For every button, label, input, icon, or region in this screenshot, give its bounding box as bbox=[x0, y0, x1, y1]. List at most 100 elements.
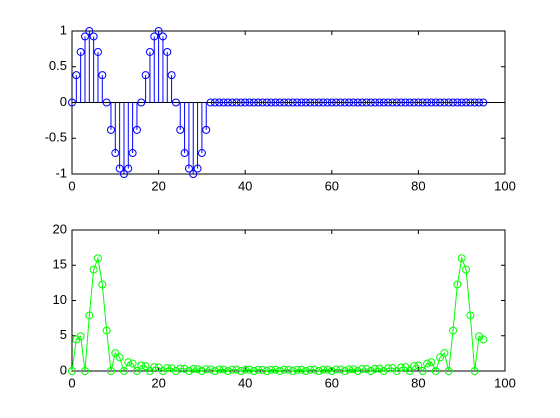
marker bbox=[228, 365, 237, 374]
stem-marker bbox=[158, 32, 167, 41]
marker bbox=[176, 364, 185, 373]
stem-marker bbox=[93, 47, 102, 56]
stem-marker bbox=[306, 98, 315, 107]
stem-marker bbox=[314, 98, 323, 107]
y-tick-label: 15 bbox=[53, 257, 67, 272]
stem-marker bbox=[384, 98, 393, 107]
marker bbox=[349, 365, 358, 374]
y-tick-label: 0 bbox=[60, 94, 67, 109]
x-tick-label: 0 bbox=[68, 375, 75, 390]
stem-marker bbox=[262, 98, 271, 107]
marker bbox=[423, 359, 432, 368]
marker bbox=[80, 367, 89, 375]
stem-marker bbox=[371, 98, 380, 107]
marker bbox=[453, 280, 462, 289]
stem-marker bbox=[436, 98, 445, 107]
x-tick-label: 100 bbox=[494, 178, 516, 193]
stem-marker bbox=[189, 170, 198, 178]
stem-marker bbox=[254, 98, 263, 107]
marker bbox=[210, 367, 219, 375]
marker bbox=[111, 349, 120, 358]
marker bbox=[280, 365, 289, 374]
stem-marker bbox=[245, 98, 254, 107]
x-tick-label: 60 bbox=[325, 375, 339, 390]
marker bbox=[245, 365, 254, 374]
stem-marker bbox=[301, 98, 310, 107]
marker bbox=[128, 359, 137, 368]
y-tick-label: 1 bbox=[60, 22, 67, 37]
stem-marker bbox=[293, 98, 302, 107]
marker bbox=[267, 365, 276, 374]
marker bbox=[132, 367, 141, 375]
stem-marker bbox=[163, 47, 172, 56]
stem-marker bbox=[327, 98, 336, 107]
marker bbox=[293, 365, 302, 374]
stem-marker bbox=[145, 47, 154, 56]
stem-marker bbox=[171, 98, 180, 107]
marker bbox=[397, 363, 406, 372]
stem-marker bbox=[349, 98, 358, 107]
marker bbox=[345, 365, 354, 374]
stem-marker bbox=[119, 170, 128, 178]
stem-marker bbox=[202, 125, 211, 134]
stem-marker bbox=[431, 98, 440, 107]
stem-marker bbox=[457, 98, 466, 107]
stem-marker bbox=[72, 71, 81, 80]
marker bbox=[241, 365, 250, 374]
marker bbox=[89, 265, 98, 274]
marker bbox=[219, 365, 228, 374]
stem-marker bbox=[401, 98, 410, 107]
stem-marker bbox=[418, 98, 427, 107]
stem-marker bbox=[297, 98, 306, 107]
marker bbox=[384, 364, 393, 373]
stem-marker bbox=[284, 98, 293, 107]
marker bbox=[258, 365, 267, 374]
stem-marker bbox=[319, 98, 328, 107]
y-tick-label: 10 bbox=[53, 292, 67, 307]
marker bbox=[102, 326, 111, 335]
marker bbox=[68, 367, 76, 375]
marker bbox=[319, 365, 328, 374]
stem-marker bbox=[258, 98, 267, 107]
marker bbox=[375, 364, 384, 373]
x-tick-label: 0 bbox=[68, 178, 75, 193]
x-tick-label: 100 bbox=[494, 375, 516, 390]
stem-marker bbox=[475, 98, 484, 107]
stem-marker bbox=[479, 98, 488, 107]
stem-marker bbox=[180, 149, 189, 158]
stem-marker bbox=[414, 98, 423, 107]
stem-marker bbox=[466, 98, 475, 107]
marker bbox=[405, 367, 414, 375]
stem-marker bbox=[128, 149, 137, 158]
stem-marker bbox=[323, 98, 332, 107]
stem-marker bbox=[440, 98, 449, 107]
stem-marker bbox=[379, 98, 388, 107]
y-tick-label: 20 bbox=[53, 221, 67, 236]
stem-marker bbox=[206, 98, 215, 107]
stem-marker bbox=[80, 32, 89, 41]
marker bbox=[206, 365, 215, 374]
stem-marker bbox=[98, 71, 107, 80]
stem-marker bbox=[288, 98, 297, 107]
marker bbox=[141, 362, 150, 371]
marker bbox=[362, 365, 371, 374]
marker bbox=[457, 254, 466, 263]
marker bbox=[371, 364, 380, 373]
marker bbox=[197, 367, 206, 375]
x-tick-label: 40 bbox=[238, 375, 252, 390]
stem-marker bbox=[249, 98, 258, 107]
stem-marker bbox=[150, 32, 159, 41]
x-tick-label: 20 bbox=[151, 178, 165, 193]
stem-marker bbox=[271, 98, 280, 107]
marker bbox=[288, 367, 297, 375]
marker bbox=[436, 353, 445, 362]
stem-marker bbox=[397, 98, 406, 107]
y-tick-label: 0.5 bbox=[49, 58, 67, 73]
stem-marker bbox=[106, 125, 115, 134]
marker bbox=[306, 365, 315, 374]
marker bbox=[98, 280, 107, 289]
marker bbox=[479, 335, 488, 344]
x-tick-label: 80 bbox=[411, 178, 425, 193]
marker bbox=[379, 367, 388, 375]
stem-marker bbox=[410, 98, 419, 107]
